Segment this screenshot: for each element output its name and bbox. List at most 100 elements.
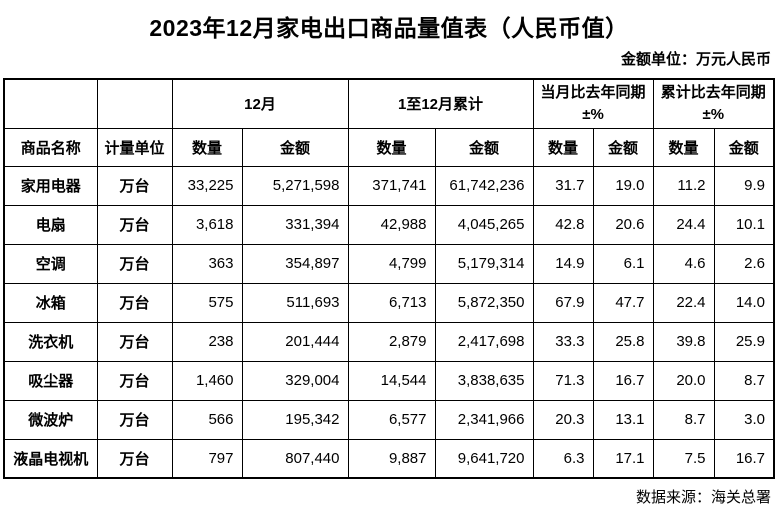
group-header-cumulative: 1至12月累计 bbox=[347, 78, 534, 129]
value-cell: 5,271,598 bbox=[241, 165, 349, 206]
header-group-row: 12月 1至12月累计 当月比去年同期 ±% 累计比去年同期 ±% bbox=[3, 78, 775, 129]
table-row: 电扇 万台 3,618 331,394 42,988 4,045,265 42.8 20.6 2… bbox=[3, 204, 775, 245]
page-title: 2023年12月家电出口商品量值表（人民币值） bbox=[149, 15, 629, 41]
value-cell: 2,417,698 bbox=[434, 321, 534, 362]
value-cell: 797 bbox=[171, 438, 243, 479]
value-cell: 354,897 bbox=[241, 243, 349, 284]
value-cell: 33.3 bbox=[532, 321, 594, 362]
value-cell: 195,342 bbox=[241, 399, 349, 440]
value-cell: 575 bbox=[171, 282, 243, 323]
value-cell: 10.1 bbox=[713, 204, 775, 245]
value-cell: 9,887 bbox=[347, 438, 436, 479]
value-cell: 201,444 bbox=[241, 321, 349, 362]
value-cell: 6.3 bbox=[532, 438, 594, 479]
value-cell: 9,641,720 bbox=[434, 438, 534, 479]
product-name-cell: 空调 bbox=[3, 243, 98, 284]
value-cell: 807,440 bbox=[241, 438, 349, 479]
value-cell: 511,693 bbox=[241, 282, 349, 323]
column-header-unit: 计量单位 bbox=[96, 127, 173, 167]
value-cell: 25.9 bbox=[713, 321, 775, 362]
value-cell: 331,394 bbox=[241, 204, 349, 245]
value-cell: 329,004 bbox=[241, 360, 349, 401]
cumulative-yoy-suffix: ±% bbox=[702, 105, 725, 123]
column-header-amount: 金额 bbox=[241, 127, 349, 167]
empty-header-cell bbox=[96, 78, 173, 129]
value-cell: 17.1 bbox=[592, 438, 654, 479]
value-cell: 6.1 bbox=[592, 243, 654, 284]
empty-header-cell bbox=[3, 78, 98, 129]
value-cell: 47.7 bbox=[592, 282, 654, 323]
column-header-quantity: 数量 bbox=[532, 127, 594, 167]
value-cell: 8.7 bbox=[713, 360, 775, 401]
cumulative-yoy-label: 累计比去年同期 bbox=[660, 83, 766, 101]
value-cell: 24.4 bbox=[652, 204, 715, 245]
value-cell: 5,872,350 bbox=[434, 282, 534, 323]
source-note: 数据来源：海关总署 bbox=[635, 489, 771, 506]
product-name-cell: 微波炉 bbox=[3, 399, 98, 440]
value-cell: 20.0 bbox=[652, 360, 715, 401]
value-cell: 11.2 bbox=[652, 165, 715, 206]
value-cell: 8.7 bbox=[652, 399, 715, 440]
header-sub-row: 商品名称 计量单位 数量 金额 数量 金额 数量 金额 数量 金额 bbox=[3, 127, 775, 167]
unit-note: 金额单位：万元人民币 bbox=[620, 51, 771, 68]
value-cell: 71.3 bbox=[532, 360, 594, 401]
value-cell: 67.9 bbox=[532, 282, 594, 323]
group-header-cumulative-yoy: 累计比去年同期 ±% bbox=[652, 78, 775, 129]
value-cell: 14.0 bbox=[713, 282, 775, 323]
value-cell: 14.9 bbox=[532, 243, 594, 284]
value-cell: 33,225 bbox=[171, 165, 243, 206]
column-header-product: 商品名称 bbox=[3, 127, 98, 167]
table-header: 12月 1至12月累计 当月比去年同期 ±% 累计比去年同期 ±% 商品名称 计… bbox=[3, 78, 775, 167]
value-cell: 31.7 bbox=[532, 165, 594, 206]
value-cell: 20.6 bbox=[592, 204, 654, 245]
unit-cell: 万台 bbox=[96, 360, 173, 401]
value-cell: 5,179,314 bbox=[434, 243, 534, 284]
value-cell: 14,544 bbox=[347, 360, 436, 401]
column-header-amount: 金额 bbox=[434, 127, 534, 167]
value-cell: 7.5 bbox=[652, 438, 715, 479]
value-cell: 20.3 bbox=[532, 399, 594, 440]
unit-cell: 万台 bbox=[96, 204, 173, 245]
product-name-cell: 吸尘器 bbox=[3, 360, 98, 401]
table-row: 吸尘器 万台 1,460 329,004 14,544 3,838,635 71.3 16.7… bbox=[3, 360, 775, 401]
value-cell: 566 bbox=[171, 399, 243, 440]
value-cell: 42,988 bbox=[347, 204, 436, 245]
table-row: 洗衣机 万台 238 201,444 2,879 2,417,698 33.3 25.8 39.… bbox=[3, 321, 775, 362]
unit-cell: 万台 bbox=[96, 321, 173, 362]
unit-cell: 万台 bbox=[96, 282, 173, 323]
unit-cell: 万台 bbox=[96, 438, 173, 479]
value-cell: 3.0 bbox=[713, 399, 775, 440]
table-body: 家用电器 万台 33,225 5,271,598 371,741 61,742,236 31… bbox=[3, 165, 775, 479]
value-cell: 4,045,265 bbox=[434, 204, 534, 245]
unit-cell: 万台 bbox=[96, 165, 173, 206]
value-cell: 16.7 bbox=[592, 360, 654, 401]
value-cell: 19.0 bbox=[592, 165, 654, 206]
value-cell: 4.6 bbox=[652, 243, 715, 284]
column-header-quantity: 数量 bbox=[347, 127, 436, 167]
value-cell: 2,879 bbox=[347, 321, 436, 362]
value-cell: 1,460 bbox=[171, 360, 243, 401]
value-cell: 13.1 bbox=[592, 399, 654, 440]
column-header-quantity: 数量 bbox=[171, 127, 243, 167]
value-cell: 363 bbox=[171, 243, 243, 284]
value-cell: 4,799 bbox=[347, 243, 436, 284]
table-row: 液晶电视机 万台 797 807,440 9,887 9,641,720 6.3 17.1 7.… bbox=[3, 438, 775, 479]
product-name-cell: 电扇 bbox=[3, 204, 98, 245]
product-name-cell: 洗衣机 bbox=[3, 321, 98, 362]
value-cell: 3,618 bbox=[171, 204, 243, 245]
column-header-quantity: 数量 bbox=[652, 127, 715, 167]
table-row: 微波炉 万台 566 195,342 6,577 2,341,966 20.3 13.1 8.7… bbox=[3, 399, 775, 440]
product-name-cell: 家用电器 bbox=[3, 165, 98, 206]
unit-cell: 万台 bbox=[96, 399, 173, 440]
value-cell: 2,341,966 bbox=[434, 399, 534, 440]
month-yoy-suffix: ±% bbox=[582, 105, 604, 123]
value-cell: 371,741 bbox=[347, 165, 436, 206]
value-cell: 42.8 bbox=[532, 204, 594, 245]
value-cell: 2.6 bbox=[713, 243, 775, 284]
group-header-month-yoy: 当月比去年同期 ±% bbox=[532, 78, 654, 129]
value-cell: 3,838,635 bbox=[434, 360, 534, 401]
value-cell: 238 bbox=[171, 321, 243, 362]
table-row: 家用电器 万台 33,225 5,271,598 371,741 61,742,236 31… bbox=[3, 165, 775, 206]
value-cell: 16.7 bbox=[713, 438, 775, 479]
